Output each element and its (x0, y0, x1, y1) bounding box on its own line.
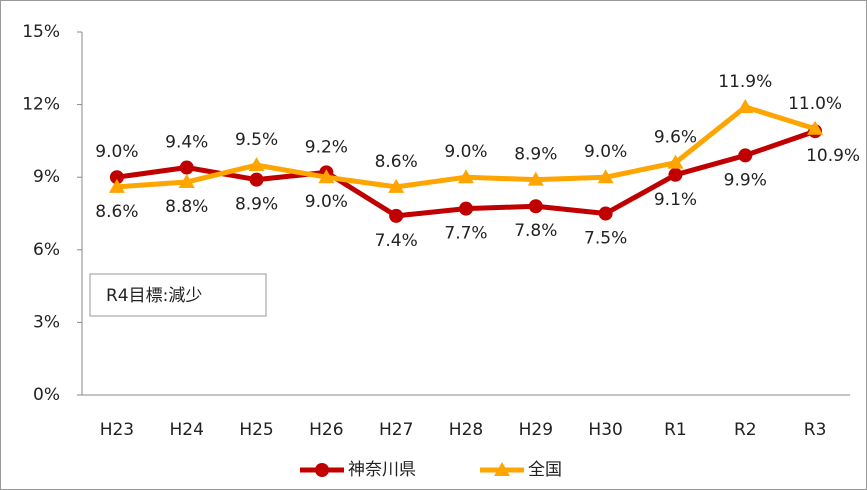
data-label: 7.5% (584, 229, 627, 249)
y-tick-label: 15% (22, 22, 60, 42)
y-tick-label: 6% (33, 240, 60, 260)
y-tick-label: 9% (33, 167, 60, 187)
x-tick-label: H29 (519, 420, 553, 440)
data-label: 9.0% (95, 142, 138, 162)
data-label: 9.1% (654, 190, 697, 210)
point (737, 99, 754, 114)
point (249, 172, 264, 187)
point (527, 171, 544, 186)
x-tick-label: R3 (804, 420, 827, 440)
annotation: R4目標:減少 (106, 286, 202, 306)
legend-marker (494, 462, 510, 476)
x-tick-label: H25 (239, 420, 273, 440)
point (389, 208, 404, 223)
x-tick-label: H28 (449, 420, 483, 440)
point (248, 157, 265, 172)
data-label: 11.0% (788, 94, 842, 114)
data-label: 9.5% (235, 130, 278, 150)
data-label: 8.6% (95, 202, 138, 222)
y-tick-label: 3% (33, 312, 60, 332)
legend-label: 全国 (528, 460, 562, 480)
point (598, 206, 613, 221)
annotation-box (89, 273, 267, 317)
point (668, 167, 683, 182)
y-tick-label: 12% (22, 95, 60, 115)
point (178, 174, 195, 189)
x-tick-label: H26 (309, 420, 343, 440)
point (597, 169, 614, 184)
data-label: 9.0% (584, 142, 627, 162)
data-label: 9.0% (305, 192, 348, 212)
x-tick-label: H23 (100, 420, 134, 440)
data-label: 9.6% (654, 128, 697, 148)
data-label: 10.9% (806, 146, 860, 166)
data-label: 9.0% (444, 142, 487, 162)
data-label: 11.9% (718, 72, 772, 92)
point (807, 120, 824, 135)
data-label: 7.8% (514, 221, 557, 241)
x-tick-label: R2 (734, 420, 757, 440)
data-label: 9.9% (724, 170, 767, 190)
data-label: 7.4% (375, 231, 418, 251)
point (458, 169, 474, 184)
point (109, 170, 124, 185)
data-label: 9.2% (305, 137, 348, 157)
point (667, 154, 684, 169)
x-tick-label: H24 (170, 420, 204, 440)
point (108, 178, 125, 193)
point (388, 178, 405, 193)
data-label: 8.6% (375, 152, 418, 172)
legend-label: 神奈川県 (348, 460, 416, 480)
point (528, 199, 543, 214)
point (179, 160, 194, 175)
data-label: 7.7% (444, 224, 487, 244)
data-label: 8.9% (514, 145, 557, 165)
x-tick-label: H30 (588, 420, 622, 440)
point (738, 148, 753, 163)
point (318, 169, 335, 184)
point (459, 201, 473, 216)
y-tick-label: 0% (33, 385, 60, 405)
x-tick-label: H27 (379, 420, 413, 440)
data-label: 8.8% (165, 197, 208, 217)
data-label: 8.9% (235, 195, 278, 215)
x-tick-label: R1 (664, 420, 687, 440)
data-label: 9.4% (165, 133, 208, 153)
legend-marker (315, 463, 329, 477)
